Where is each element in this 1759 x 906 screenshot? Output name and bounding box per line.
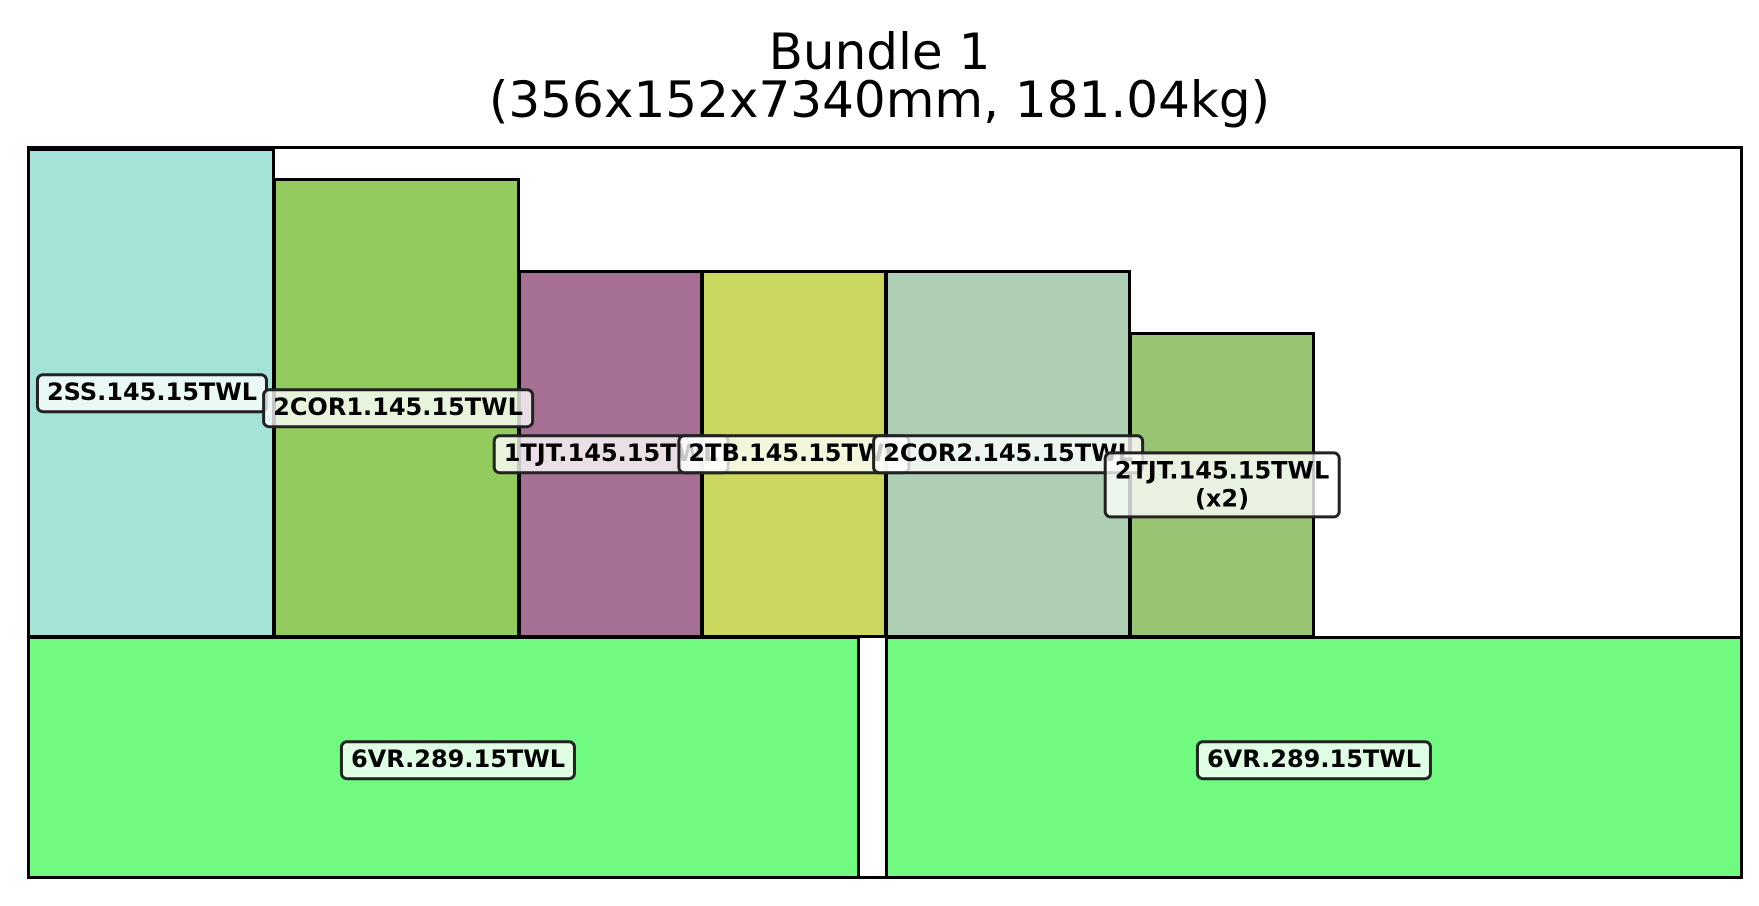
piece-label-text: 2COR1.145.15TWL <box>273 393 523 422</box>
piece-label: 6VR.289.15TWL <box>339 740 577 780</box>
diagram-subtitle: (356x152x7340mm, 181.04kg) <box>488 71 1271 129</box>
piece-label-text: 2SS.145.15TWL <box>46 378 258 407</box>
piece-label-text: 2TB.145.15TWL <box>688 439 900 468</box>
piece-label: 2COR2.145.15TWL <box>872 434 1144 474</box>
piece-label: 6VR.289.15TWL <box>1195 740 1433 780</box>
piece-label: 2TB.145.15TWL <box>677 434 911 474</box>
piece-label: 2TJT.145.15TWL (x2) <box>1103 451 1341 519</box>
bundle-outline <box>27 146 1743 879</box>
piece-quantity: (x2) <box>1194 484 1250 512</box>
piece-label: 2COR1.145.15TWL <box>262 388 534 428</box>
piece-label-text: 2TJT.145.15TWL <box>1114 456 1330 485</box>
piece-label: 2SS.145.15TWL <box>35 373 269 413</box>
piece-label-text: 2COR2.145.15TWL <box>883 439 1133 468</box>
diagram-title: Bundle 1 <box>768 23 991 81</box>
piece-label-text: 6VR.289.15TWL <box>350 745 566 774</box>
piece-label-text: 6VR.289.15TWL <box>1206 745 1422 774</box>
